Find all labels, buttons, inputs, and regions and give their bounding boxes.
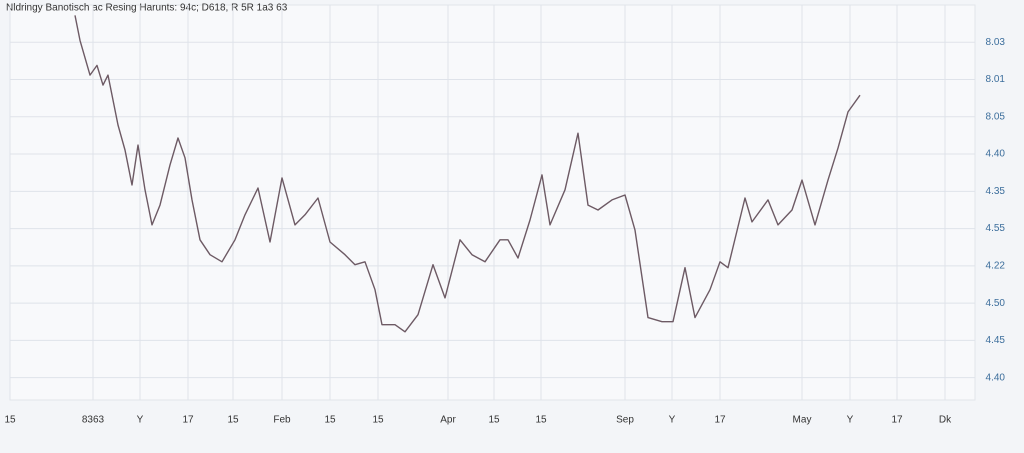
x-tick-label: 17 [891,415,903,426]
y-tick-label: 4.45 [986,335,1006,346]
x-tick-label: 15 [227,415,239,426]
x-tick-label: May [793,415,812,426]
y-tick-label: 4.35 [986,186,1006,197]
y-tick-label: 8.05 [986,111,1006,122]
x-tick-label: Y [847,415,854,426]
x-tick-label: Y [669,415,676,426]
y-tick-label: 4.55 [986,223,1006,234]
y-tick-label: 4.40 [986,372,1006,383]
x-tick-label: Feb [273,415,291,426]
x-tick-label: 15 [535,415,547,426]
x-tick-label: 15 [372,415,384,426]
x-tick-label: 15 [4,415,16,426]
x-tick-label: 17 [182,415,194,426]
y-tick-label: 4.50 [986,298,1006,309]
x-tick-label: Apr [440,415,456,426]
x-tick-label: Y [137,415,144,426]
x-tick-label: Dk [939,415,952,426]
y-tick-label: 8.03 [986,37,1006,48]
x-tick-label: 8363 [82,415,105,426]
x-tick-label: 17 [714,415,726,426]
x-tick-label: 15 [324,415,336,426]
y-tick-label: 8.01 [986,74,1006,85]
y-tick-label: 4.40 [986,149,1006,160]
x-tick-label: Sep [616,415,634,426]
plot-area [9,4,976,401]
y-tick-label: 4.22 [986,260,1006,271]
chart-title: Nldringy Banotisch ac Resing Harunts: 94… [6,3,288,14]
data-line [74,15,861,333]
x-tick-label: 15 [488,415,500,426]
